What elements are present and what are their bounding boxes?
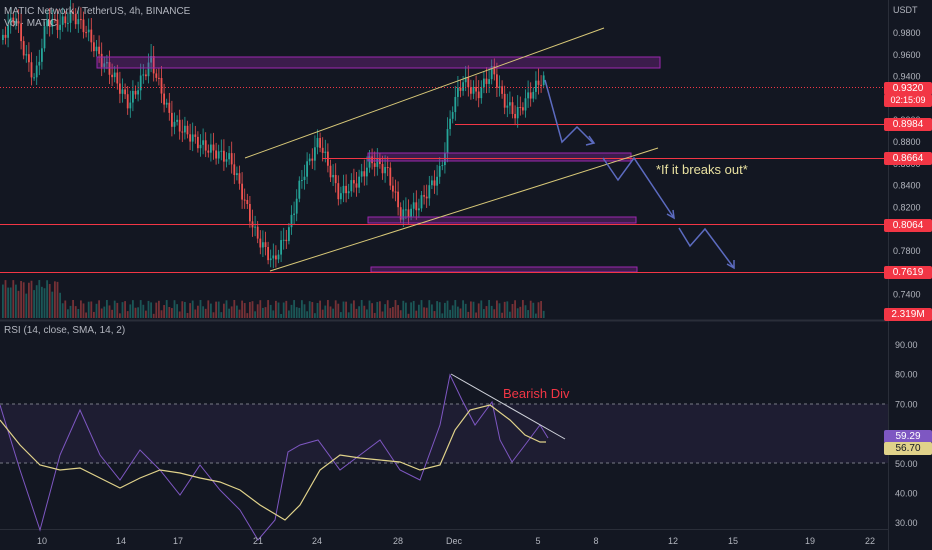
rsi-tick-label: 90.00	[895, 340, 918, 350]
resistance-zone[interactable]	[96, 56, 661, 69]
currency-label: USDT	[893, 5, 918, 15]
divergence-annotation[interactable]: Bearish Div	[503, 386, 570, 401]
price-tick-label: 0.8200	[893, 202, 921, 212]
lower-zone[interactable]	[367, 216, 637, 224]
channel-upper-line[interactable]	[244, 27, 605, 159]
price-tick-label: 0.7400	[893, 290, 921, 300]
rsi-ma-badge: 56.70	[884, 442, 932, 455]
arrowhead-3	[726, 260, 735, 270]
rsi-tick-label: 70.00	[895, 399, 918, 409]
rsi-tick-label: 80.00	[895, 370, 918, 380]
channel-lower-line[interactable]	[269, 147, 659, 272]
price-tick-label: 0.9600	[893, 50, 921, 60]
rsi-label[interactable]: RSI (14, close, SMA, 14, 2)	[4, 325, 126, 336]
date-tick-label: 8	[593, 536, 598, 546]
horizontal-levels[interactable]	[0, 87, 888, 273]
symbol-title[interactable]: MATIC Network / TetherUS, 4h, BINANCE	[4, 6, 191, 17]
volume-bars	[2, 280, 545, 318]
price-tick-label: 0.8400	[893, 181, 921, 191]
volume-label[interactable]: Vol · MATIC	[4, 18, 58, 29]
date-tick-label: 24	[312, 536, 322, 546]
divergence-trendline[interactable]	[450, 373, 566, 440]
projection-arrow-3[interactable]	[678, 227, 735, 269]
price-tick-label: 0.9400	[893, 72, 921, 82]
breakout-annotation[interactable]: *If it breaks out*	[656, 162, 748, 177]
date-tick-label: 17	[173, 536, 183, 546]
rsi-line	[0, 373, 549, 541]
last-price-badge: 0.9320	[884, 82, 932, 95]
date-tick-label: 12	[668, 536, 678, 546]
projection-arrow-2[interactable]	[602, 156, 675, 219]
price-tick-label: 0.9800	[893, 28, 921, 38]
rsi-tick-label: 30.00	[895, 518, 918, 528]
supply-demand-zones[interactable]	[96, 56, 661, 273]
arrowhead-2	[666, 209, 675, 220]
bottom-zone[interactable]	[370, 266, 638, 273]
date-tick-label: 10	[37, 536, 47, 546]
volume-badge: 2.319M	[884, 308, 932, 321]
projection-arrows[interactable]	[544, 79, 735, 270]
date-tick-label: 5	[535, 536, 540, 546]
date-tick-label: 19	[805, 536, 815, 546]
candlesticks	[2, 0, 545, 268]
rsi-tick-label: 40.00	[895, 489, 918, 499]
price-tick-label: 0.8800	[893, 137, 921, 147]
date-tick-label: Dec	[446, 536, 463, 546]
level-badge-2: 0.8664	[884, 152, 932, 165]
date-tick-label: 22	[865, 536, 875, 546]
rsi-badge: 59.29	[884, 430, 932, 443]
date-tick-label: 15	[728, 536, 738, 546]
price-tick-label: 0.7800	[893, 246, 921, 256]
date-tick-label: 28	[393, 536, 403, 546]
date-tick-label: 21	[253, 536, 263, 546]
projection-arrow-1[interactable]	[544, 79, 594, 144]
rsi-band	[0, 404, 888, 463]
rsi-ma-line	[0, 404, 546, 521]
level-badge-3: 0.8064	[884, 219, 932, 232]
rsi-tick-label: 50.00	[895, 459, 918, 469]
countdown-badge: 02:15:09	[884, 94, 932, 107]
date-axis[interactable]: 10 14 17 21 24 28 Dec 5 8 12 15 19 22	[37, 536, 875, 546]
date-tick-label: 14	[116, 536, 126, 546]
level-badge-1: 0.8984	[884, 118, 932, 131]
price-channel[interactable]	[244, 27, 659, 272]
middle-zone[interactable]	[367, 152, 632, 162]
arrowhead-1	[585, 135, 596, 146]
level-badge-4: 0.7619	[884, 266, 932, 279]
